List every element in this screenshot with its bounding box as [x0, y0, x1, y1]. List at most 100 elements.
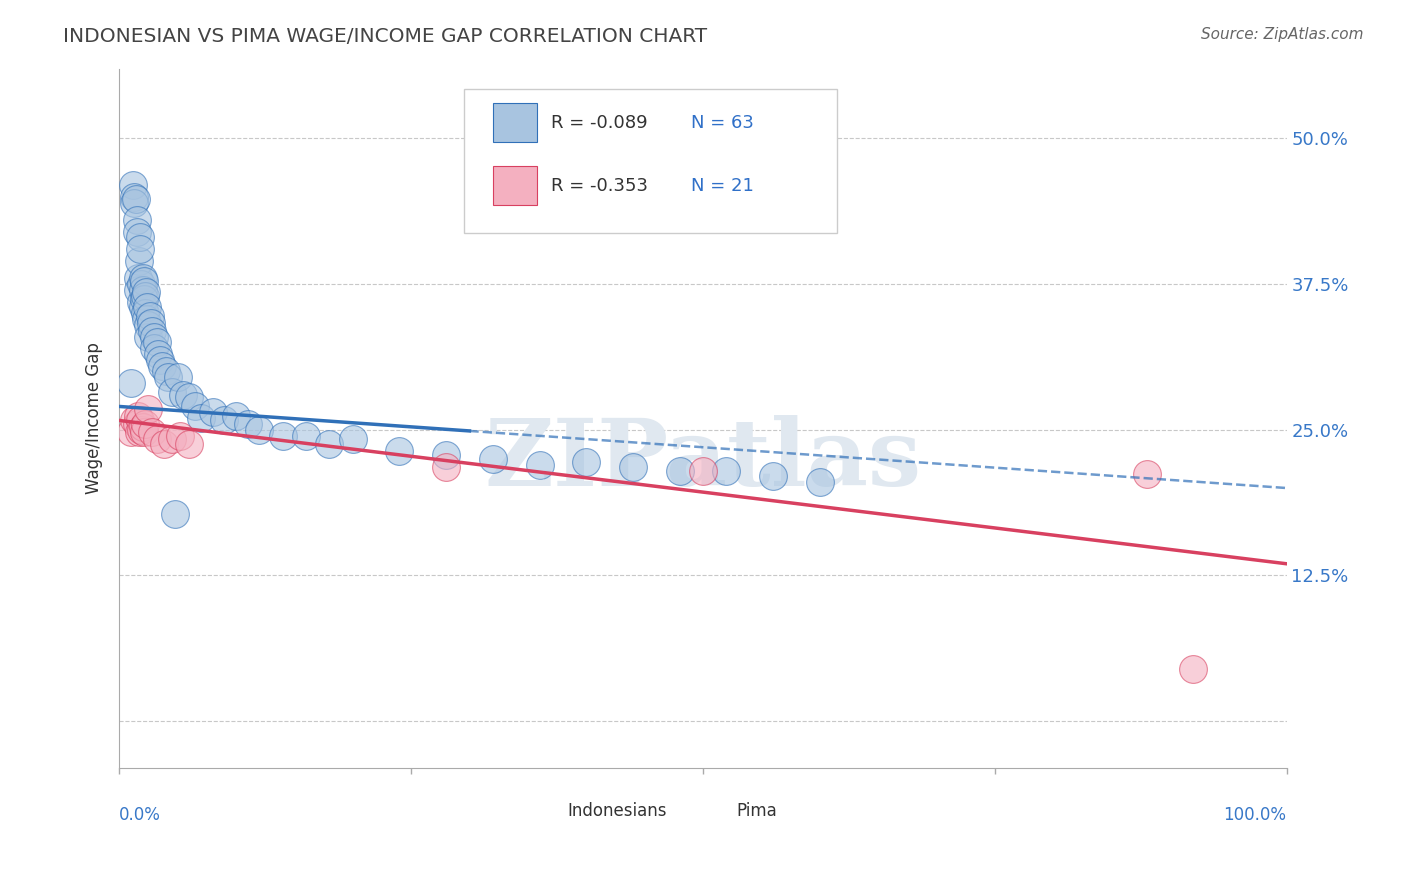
Point — [236, 417, 259, 431]
Point — [138, 401, 160, 416]
Bar — [494, 167, 537, 205]
Point — [179, 436, 201, 450]
Point — [165, 507, 187, 521]
Text: INDONESIAN VS PIMA WAGE/INCOME GAP CORRELATION CHART: INDONESIAN VS PIMA WAGE/INCOME GAP CORRE… — [63, 27, 707, 45]
Bar — [527, 800, 557, 822]
Point — [134, 417, 156, 431]
Point — [127, 271, 149, 285]
Point — [157, 370, 180, 384]
Point — [125, 417, 148, 431]
Point — [120, 376, 142, 391]
Point — [190, 411, 212, 425]
Point — [152, 359, 174, 373]
Point — [131, 271, 153, 285]
Point — [271, 428, 294, 442]
Point — [166, 370, 188, 384]
Point — [342, 432, 364, 446]
Point — [135, 285, 157, 300]
Point — [129, 230, 152, 244]
Text: 100.0%: 100.0% — [1223, 806, 1286, 824]
Point — [295, 428, 318, 442]
Point — [138, 329, 160, 343]
Point — [1182, 662, 1205, 676]
Point — [124, 195, 146, 210]
Point — [129, 413, 152, 427]
Point — [762, 469, 785, 483]
Point — [134, 306, 156, 320]
Point — [575, 455, 598, 469]
Text: N = 21: N = 21 — [692, 177, 754, 195]
Point — [139, 316, 162, 330]
Point — [131, 301, 153, 315]
Point — [160, 432, 183, 446]
Point — [131, 294, 153, 309]
Point — [134, 289, 156, 303]
Point — [149, 352, 172, 367]
Point — [145, 335, 167, 350]
Text: N = 63: N = 63 — [692, 114, 754, 132]
Bar — [697, 800, 727, 822]
Point — [125, 225, 148, 239]
Point — [668, 464, 690, 478]
Point — [169, 428, 191, 442]
Point — [141, 324, 163, 338]
Point — [127, 283, 149, 297]
Point — [128, 425, 150, 439]
Point — [621, 460, 644, 475]
Text: ZIPatlas: ZIPatlas — [484, 415, 921, 505]
Point — [143, 329, 166, 343]
Point — [138, 309, 160, 323]
Point — [529, 458, 551, 472]
Text: R = -0.353: R = -0.353 — [551, 177, 648, 195]
Point — [184, 400, 207, 414]
Point — [318, 436, 340, 450]
Point — [1135, 467, 1157, 481]
Point — [131, 277, 153, 291]
Point — [482, 451, 505, 466]
Point — [434, 460, 457, 475]
Point — [808, 475, 831, 490]
Point — [145, 432, 167, 446]
Point — [120, 425, 142, 439]
Point — [201, 405, 224, 419]
Point — [135, 312, 157, 326]
Point — [434, 449, 457, 463]
Point — [138, 318, 160, 332]
Text: R = -0.089: R = -0.089 — [551, 114, 648, 132]
Point — [152, 436, 174, 450]
Point — [179, 390, 201, 404]
Text: Indonesians: Indonesians — [568, 802, 666, 820]
Point — [129, 242, 152, 256]
Point — [124, 192, 146, 206]
Point — [172, 388, 194, 402]
Point — [388, 443, 411, 458]
Point — [131, 283, 153, 297]
Point — [124, 413, 146, 427]
Point — [124, 190, 146, 204]
Point — [132, 425, 155, 439]
Point — [225, 409, 247, 423]
Point — [132, 292, 155, 306]
Point — [247, 423, 270, 437]
Point — [214, 413, 236, 427]
Point — [122, 178, 145, 192]
Point — [155, 364, 177, 378]
Text: Source: ZipAtlas.com: Source: ZipAtlas.com — [1201, 27, 1364, 42]
Point — [692, 464, 714, 478]
Point — [136, 301, 159, 315]
Point — [131, 423, 153, 437]
Point — [132, 274, 155, 288]
Point — [143, 341, 166, 355]
Y-axis label: Wage/Income Gap: Wage/Income Gap — [86, 343, 103, 494]
Point — [125, 213, 148, 227]
Point — [160, 385, 183, 400]
Text: Pima: Pima — [737, 802, 778, 820]
Point — [131, 420, 153, 434]
Point — [146, 347, 169, 361]
FancyBboxPatch shape — [464, 89, 837, 233]
Bar — [494, 103, 537, 142]
Point — [128, 253, 150, 268]
Point — [716, 464, 738, 478]
Text: 0.0%: 0.0% — [120, 806, 162, 824]
Point — [141, 425, 163, 439]
